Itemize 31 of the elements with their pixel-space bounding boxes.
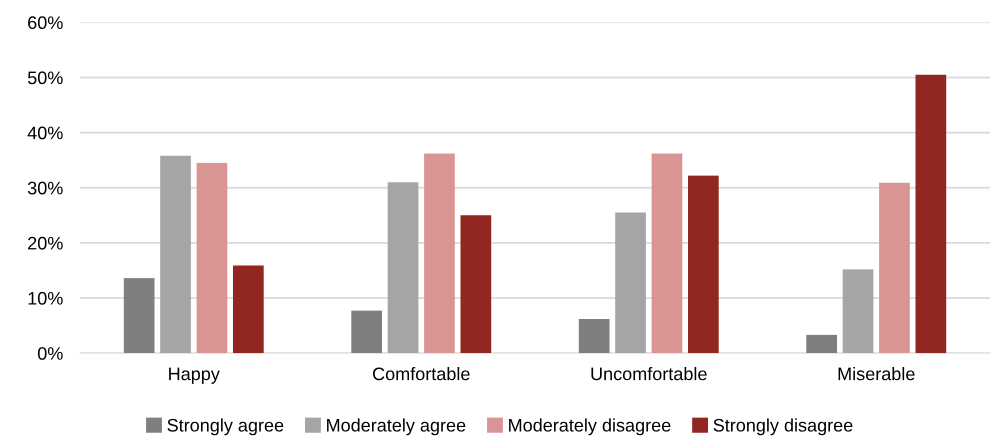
bar: [806, 334, 838, 354]
legend-label: Strongly agree: [167, 418, 284, 436]
x-tick-label: Comfortable: [373, 367, 470, 380]
bar: [615, 212, 646, 354]
x-tick-label: Happy: [169, 368, 220, 384]
legend-label: Moderately disagree: [509, 418, 670, 436]
bar: [688, 176, 719, 354]
y-tick-label: 60%: [28, 16, 63, 30]
bar: [232, 265, 264, 354]
y-tick-label: 40%: [28, 126, 63, 140]
bar: [160, 156, 191, 354]
bar: [652, 154, 682, 354]
bar: [351, 310, 382, 354]
bar: [124, 278, 155, 354]
bar: [424, 154, 455, 354]
legend-label: Moderately agree: [327, 418, 466, 436]
y-tick-label: 0%: [38, 347, 63, 360]
y-tick-label: 10%: [28, 292, 63, 305]
y-tick-label: 30%: [28, 182, 63, 194]
bar: [879, 182, 910, 354]
bar: [578, 318, 610, 354]
bar: [842, 269, 874, 354]
y-tick-label: 20%: [28, 236, 63, 250]
x-tick-label: Miserable: [838, 367, 915, 380]
bar: [388, 182, 418, 354]
y-tick-label: 50%: [28, 71, 63, 84]
x-tick-label: Uncomfortable: [591, 367, 707, 380]
bar: [196, 162, 228, 354]
bar: [460, 215, 492, 354]
bar: [915, 74, 946, 354]
legend-label: Strongly disagree: [714, 418, 852, 436]
